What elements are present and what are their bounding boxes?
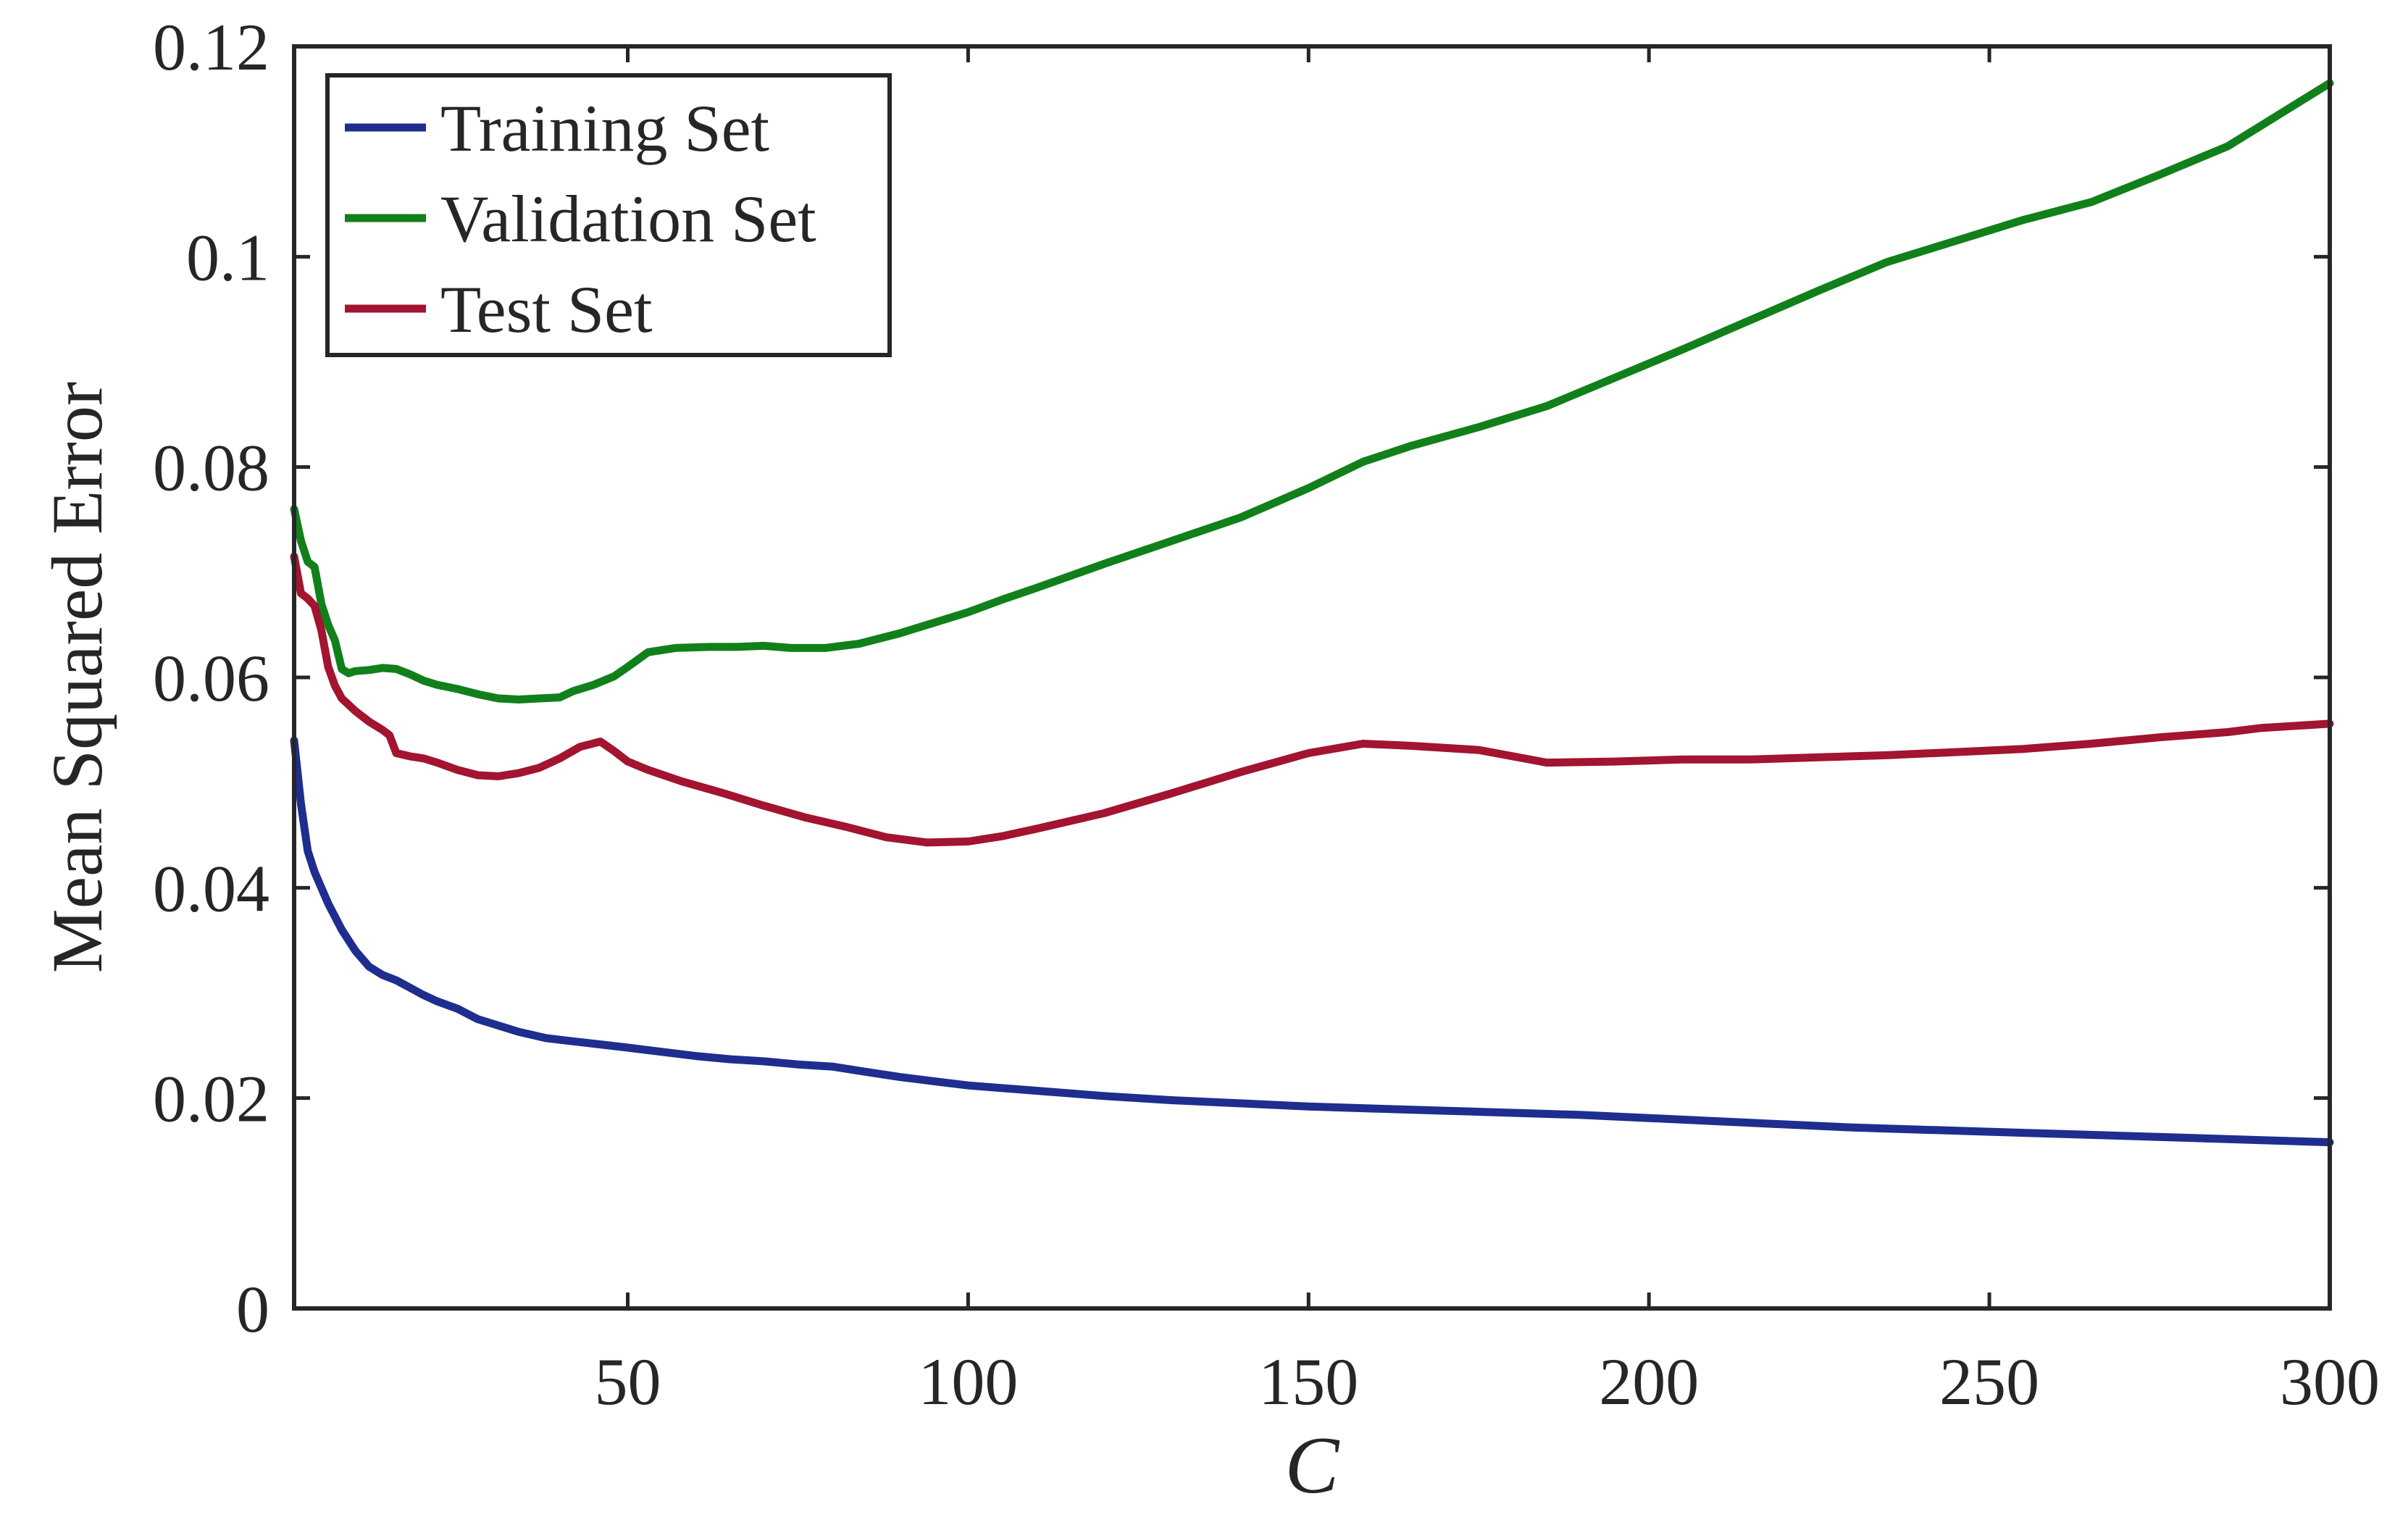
y-tick-label: 0.02 [153,1062,269,1136]
x-tick-label: 50 [595,1345,661,1419]
y-tick-label: 0 [236,1272,269,1346]
legend-label-test-set: Test Set [440,272,653,346]
x-tick-label: 250 [1939,1345,2039,1419]
y-tick-label: 0.12 [153,10,269,84]
series-layer [290,79,2334,1147]
x-tick-label: 150 [1258,1345,1358,1419]
legend-label-training-set: Training Set [440,91,770,165]
x-axis-title: C [1285,1421,1340,1511]
x-tick-label: 200 [1599,1345,1699,1419]
x-tick-label: 100 [918,1345,1018,1419]
series-line-training-set [290,736,2334,1147]
y-tick-label: 0.08 [153,431,269,505]
legend-label-validation-set: Validation Set [440,182,816,256]
y-tick-label: 0.1 [186,220,269,294]
legend: Training Set Validation Set Test Set [325,73,892,357]
series-line-validation-set [290,79,2334,703]
x-tick-label: 300 [2280,1345,2380,1419]
y-tick-label: 0.06 [153,641,269,715]
series-line-test-set [290,552,2334,847]
axis-ticks: 50 100 150 200 250 300 0 0.02 0.04 0.06 0.08 0.1 0.1… [153,10,2380,1419]
y-tick-label: 0.04 [153,851,269,925]
y-axis-title: Mean Squared Error [37,382,117,973]
